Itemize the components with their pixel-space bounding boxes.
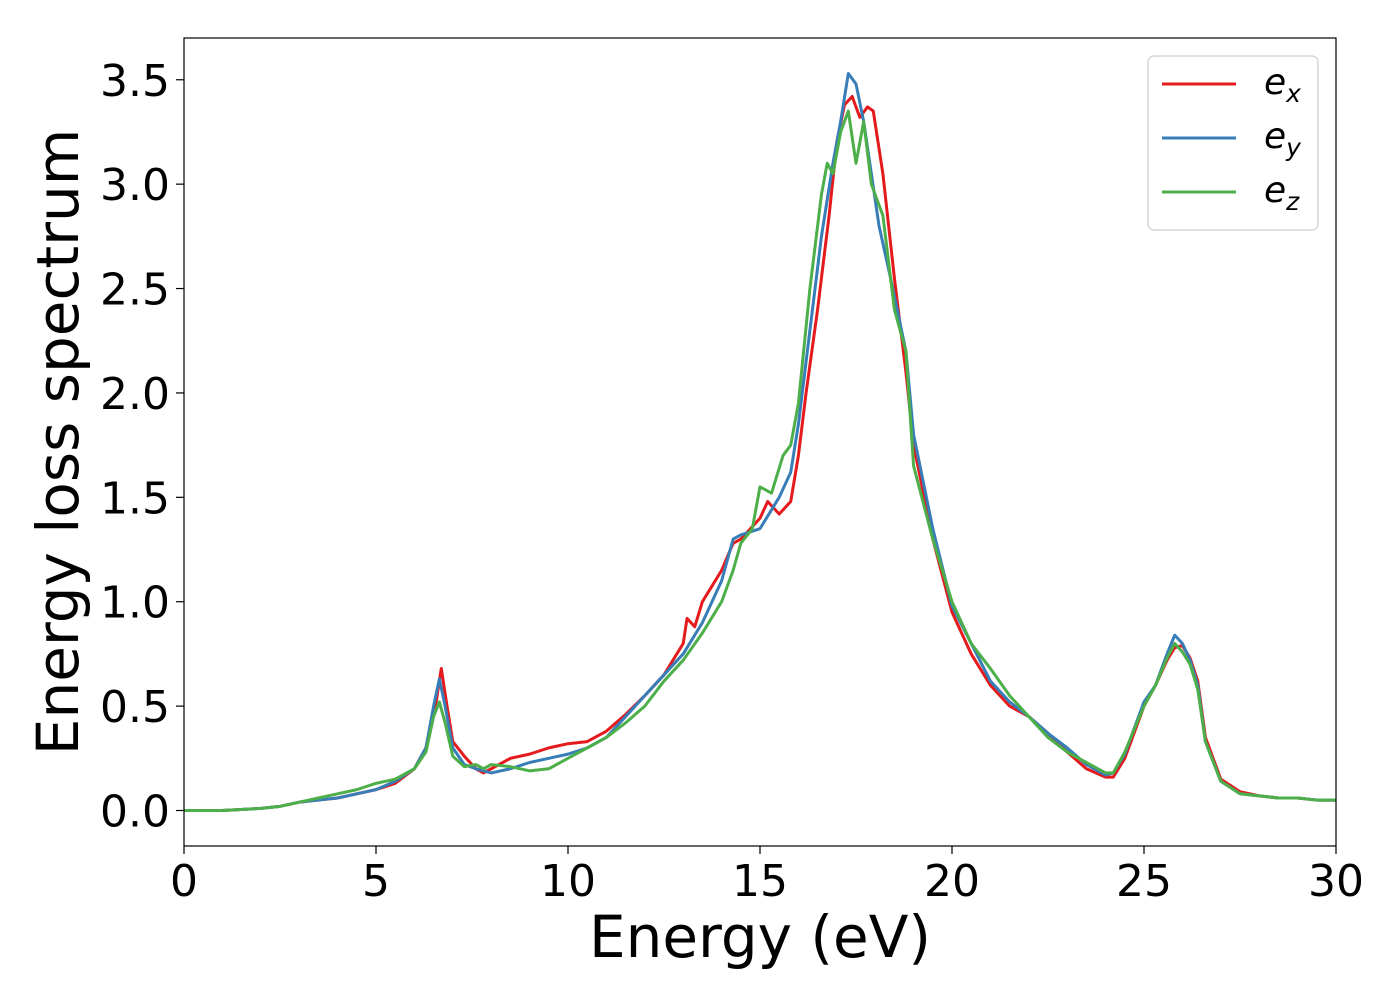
legend-label-base: e (1264, 62, 1286, 103)
x-tick-label: 15 (732, 856, 788, 907)
y-tick-label: 1.0 (100, 578, 170, 629)
legend-label-z: ez (1264, 170, 1300, 216)
legend-label-base: e (1264, 116, 1286, 157)
legend-label-subscript: y (1285, 133, 1302, 162)
y-tick-label: 2.0 (100, 369, 170, 420)
y-tick-label: 3.5 (100, 56, 170, 107)
y-tick-label: 0.5 (100, 682, 170, 733)
y-axis: 0.0 0.5 1.0 1.5 2.0 2.5 3.0 3.5 (100, 56, 184, 838)
y-tick-label: 2.5 (100, 265, 170, 316)
series-line-z (184, 109, 1336, 813)
legend-box (1147, 55, 1319, 231)
x-tick-label: 0 (170, 856, 198, 907)
x-tick-label: 10 (540, 856, 596, 907)
x-axis: 0 5 10 15 20 25 30 (170, 846, 1364, 907)
legend-label-x: ex (1264, 62, 1301, 108)
legend-label-base: e (1264, 170, 1286, 211)
legend-label-y: ey (1264, 116, 1302, 162)
x-tick-label: 30 (1308, 856, 1364, 907)
y-axis-label: Energy loss spectrum (24, 129, 92, 755)
y-tick-label: 1.5 (100, 473, 170, 524)
legend-label-subscript: z (1285, 187, 1300, 216)
x-axis-label: Energy (eV) (589, 903, 931, 971)
x-tick-label: 20 (924, 856, 980, 907)
legend-label-subscript: x (1285, 79, 1301, 108)
x-tick-label: 25 (1116, 856, 1172, 907)
y-tick-label: 0.0 (100, 787, 170, 838)
series-lines (184, 71, 1336, 813)
y-tick-label: 3.0 (100, 160, 170, 211)
x-tick-label: 5 (362, 856, 390, 907)
